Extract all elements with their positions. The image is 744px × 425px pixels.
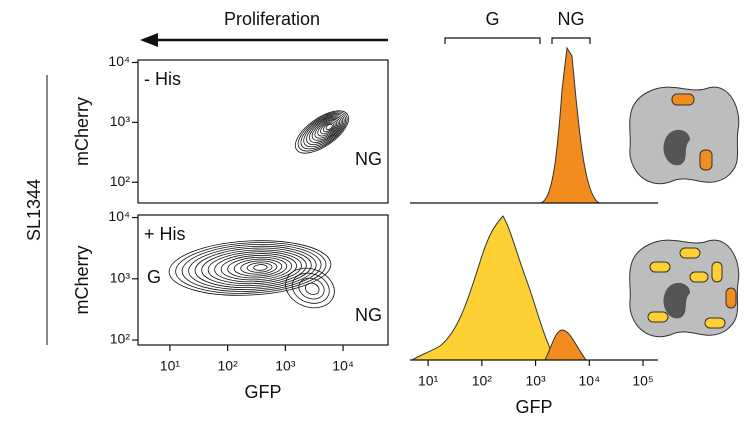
contour-line xyxy=(175,242,327,294)
contour-line xyxy=(227,256,288,279)
y-axis-label: mCherry xyxy=(72,97,92,166)
contour-line xyxy=(297,111,348,152)
y-tick-label: 10² xyxy=(110,173,131,189)
population-label: NG xyxy=(355,305,382,325)
contour-line xyxy=(314,119,339,139)
x-axis-label: GFP xyxy=(244,382,281,402)
y-tick-label: 10² xyxy=(110,331,131,347)
contour-line xyxy=(246,262,273,273)
histogram-ng xyxy=(544,329,587,361)
contour-line xyxy=(220,254,293,281)
y-tick-label: 10³ xyxy=(110,113,131,129)
contour-line xyxy=(194,247,312,289)
gate-label: G xyxy=(485,9,499,29)
contour-line xyxy=(188,245,317,290)
x-tick-label: 10¹ xyxy=(160,358,181,374)
gate-label: NG xyxy=(558,9,585,29)
population-label: NG xyxy=(355,149,382,169)
contour-line xyxy=(181,243,322,292)
x-axis-label: GFP xyxy=(515,397,552,417)
contour-line xyxy=(322,122,335,133)
y-axis-label: mCherry xyxy=(72,245,92,314)
plot-frame xyxy=(137,59,389,204)
x-tick-label: 10² xyxy=(218,358,239,374)
arrow-label: Proliferation xyxy=(224,9,320,29)
condition-label: + His xyxy=(144,224,186,244)
population-label: G xyxy=(147,267,161,287)
contour-line xyxy=(325,123,333,130)
contour-line xyxy=(214,253,297,283)
y-tick-label: 10³ xyxy=(110,269,131,285)
gate-bracket xyxy=(444,37,541,44)
gate-bracket xyxy=(551,37,591,44)
histogram-g xyxy=(410,215,556,361)
contour-line xyxy=(305,282,320,295)
strain-label: SL1344 xyxy=(24,179,44,241)
contour-line xyxy=(168,240,332,296)
cell-icon xyxy=(629,239,740,338)
x-tick-label: 10³ xyxy=(525,373,546,389)
y-tick-label: 10⁴ xyxy=(108,208,130,224)
x-tick-label: 10⁴ xyxy=(579,373,601,389)
x-tick-label: 10³ xyxy=(275,358,296,374)
contour-line xyxy=(294,110,350,154)
x-tick-label: 10¹ xyxy=(418,373,439,389)
contour-line xyxy=(291,272,330,304)
x-tick-label: 10⁴ xyxy=(332,358,354,374)
histogram-ng xyxy=(410,46,658,204)
contour-line xyxy=(233,258,283,277)
cell-icon xyxy=(629,86,740,185)
contour-line xyxy=(303,114,345,148)
contour-line xyxy=(207,251,302,285)
condition-label: - His xyxy=(144,69,181,89)
plot-frame xyxy=(137,214,389,346)
contour-line xyxy=(311,117,341,141)
x-tick-label: 10⁵ xyxy=(632,373,653,389)
contour-line xyxy=(240,260,278,275)
arrow-head xyxy=(140,33,158,47)
y-tick-label: 10⁴ xyxy=(108,53,130,69)
contour-line xyxy=(285,267,335,309)
x-tick-label: 10² xyxy=(472,373,493,389)
contour-line xyxy=(298,277,325,300)
contour-line xyxy=(317,120,338,137)
contour-line xyxy=(320,121,336,135)
contour-line xyxy=(306,115,344,145)
contour-line xyxy=(300,112,347,150)
contour-line xyxy=(308,116,342,143)
contour-line xyxy=(201,249,307,287)
contour-line xyxy=(253,264,268,271)
